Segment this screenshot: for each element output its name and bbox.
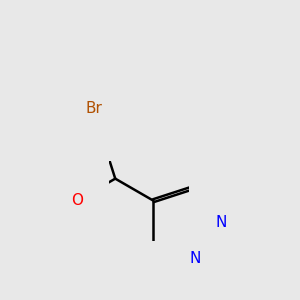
Text: Br: Br [86,100,103,116]
Text: N: N [190,251,201,266]
Text: O: O [71,193,83,208]
Text: N: N [215,215,227,230]
